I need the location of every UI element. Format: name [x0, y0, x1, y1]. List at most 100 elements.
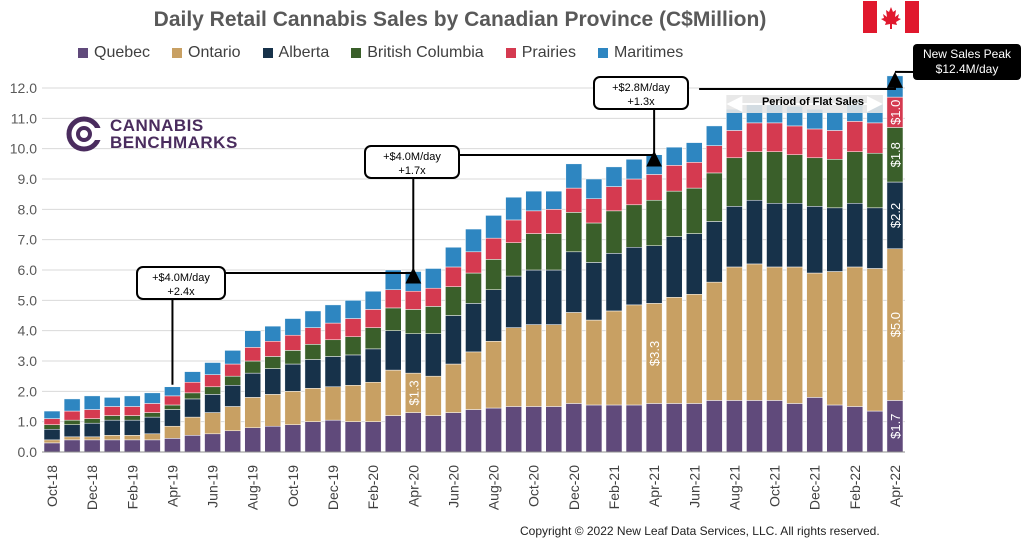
- bar-british-columbia: [565, 212, 583, 253]
- chart-legend: Quebec Ontario Alberta British Columbia Prai…: [78, 44, 683, 62]
- bar-british-columbia: [304, 344, 322, 360]
- bar-maritimes: [304, 310, 322, 328]
- bar-british-columbia: [726, 157, 743, 207]
- x-tick-label: Apr-20: [405, 465, 421, 507]
- bar-maritimes: [505, 196, 522, 221]
- bar-alberta: [465, 303, 482, 353]
- bar-quebec: [565, 403, 583, 453]
- bar-prairies: [284, 334, 302, 351]
- bar-prairies: [304, 327, 322, 345]
- y-tick-label: 1.0: [18, 414, 38, 430]
- bar-quebec: [645, 403, 663, 453]
- x-tick-label: Aug-21: [726, 465, 742, 510]
- bar-quebec: [124, 439, 141, 453]
- bar-british-columbia: [465, 272, 482, 304]
- bar-quebec: [384, 415, 402, 453]
- bar-quebec: [405, 412, 422, 453]
- y-tick-label: 10.0: [10, 141, 37, 157]
- x-tick-label: Apr-22: [887, 465, 903, 507]
- bar-alberta: [545, 269, 563, 325]
- bar-ontario: [324, 386, 342, 421]
- bar-ontario: [585, 319, 603, 406]
- x-tick-label: Aug-20: [486, 465, 502, 510]
- bar-british-columbia: [525, 233, 542, 271]
- bar-prairies: [224, 363, 241, 377]
- bar-alberta: [164, 409, 181, 427]
- bar-quebec: [625, 404, 643, 453]
- bar-prairies: [124, 406, 141, 416]
- bar-quebec: [63, 439, 81, 453]
- bar-ontario: [445, 363, 462, 413]
- bar-british-columbia: [164, 404, 181, 410]
- legend-item-ontario: Ontario: [172, 44, 241, 62]
- bar-alberta: [806, 206, 823, 274]
- bar-ontario: [685, 294, 703, 404]
- bar-prairies: [565, 187, 583, 213]
- bar-maritimes: [344, 300, 362, 319]
- bar-value-label: $2.2: [888, 203, 903, 228]
- bar-british-columbia: [43, 424, 61, 430]
- bar-prairies: [63, 410, 81, 421]
- bar-alberta: [485, 289, 502, 342]
- bar-alberta: [625, 247, 643, 306]
- bar-alberta: [726, 206, 743, 268]
- bar-quebec: [706, 400, 723, 453]
- y-tick-label: 9.0: [18, 171, 38, 187]
- bar-alberta: [846, 203, 864, 268]
- bar-british-columbia: [746, 151, 763, 201]
- bar-prairies: [344, 318, 362, 337]
- bar-prairies: [706, 145, 723, 174]
- bar-quebec: [103, 439, 121, 453]
- bar-prairies: [485, 237, 502, 260]
- x-tick-label: Feb-19: [124, 465, 140, 510]
- bar-british-columbia: [144, 412, 161, 418]
- bar-maritimes: [364, 290, 382, 310]
- bar-quebec: [866, 410, 884, 453]
- callout-growth-2019: +$4.0M/day +2.4x: [136, 266, 226, 300]
- bar-quebec: [164, 438, 181, 453]
- bar-quebec: [505, 406, 522, 453]
- bar-british-columbia: [364, 327, 382, 350]
- bar-british-columbia: [405, 309, 422, 334]
- bar-british-columbia: [605, 210, 623, 254]
- bar-ontario: [605, 310, 623, 406]
- y-tick-label: 5.0: [18, 292, 38, 308]
- bar-prairies: [545, 209, 563, 234]
- bar-ontario: [144, 433, 161, 441]
- bar-maritimes: [204, 362, 221, 375]
- bar-british-columbia: [425, 306, 442, 334]
- connector-arrow: [699, 71, 903, 90]
- bar-quebec: [364, 421, 382, 453]
- bar-value-label: $1.8: [888, 142, 903, 167]
- bar-maritimes: [665, 146, 683, 166]
- bar-british-columbia: [445, 286, 462, 316]
- bar-alberta: [685, 233, 703, 295]
- y-tick-label: 7.0: [18, 232, 38, 248]
- chart-title: Daily Retail Cannabis Sales by Canadian …: [153, 8, 767, 31]
- cannabis-benchmarks-logo: CANNABIS BENCHMARKS: [66, 116, 238, 152]
- bar-quebec: [425, 415, 442, 453]
- bar-ontario: [43, 439, 61, 444]
- bar-british-columbia: [766, 151, 783, 204]
- bar-prairies: [103, 406, 121, 416]
- connector-arrow: [217, 267, 422, 284]
- bar-ontario: [83, 436, 101, 441]
- bar-alberta: [124, 419, 141, 436]
- bar-prairies: [405, 290, 422, 310]
- bar-british-columbia: [264, 356, 282, 369]
- sales-peak-value: $12.4M/day: [935, 62, 999, 76]
- bar-alberta: [364, 348, 382, 383]
- bar-alberta: [505, 275, 522, 328]
- bar-british-columbia: [645, 199, 663, 246]
- bar-quebec: [585, 404, 603, 453]
- bar-ontario: [786, 266, 803, 404]
- x-tick-label: Apr-21: [646, 465, 662, 507]
- bar-maritimes: [645, 154, 663, 175]
- bar-ontario: [164, 425, 181, 439]
- bar-quebec: [304, 421, 322, 453]
- bar-ontario: [485, 341, 502, 409]
- flat-sales-label: Period of Flat Sales: [761, 96, 865, 108]
- bar-alberta: [384, 330, 402, 371]
- callout-growth-2020-amount: +$4.0M/day: [383, 151, 441, 163]
- bar-alberta: [605, 253, 623, 312]
